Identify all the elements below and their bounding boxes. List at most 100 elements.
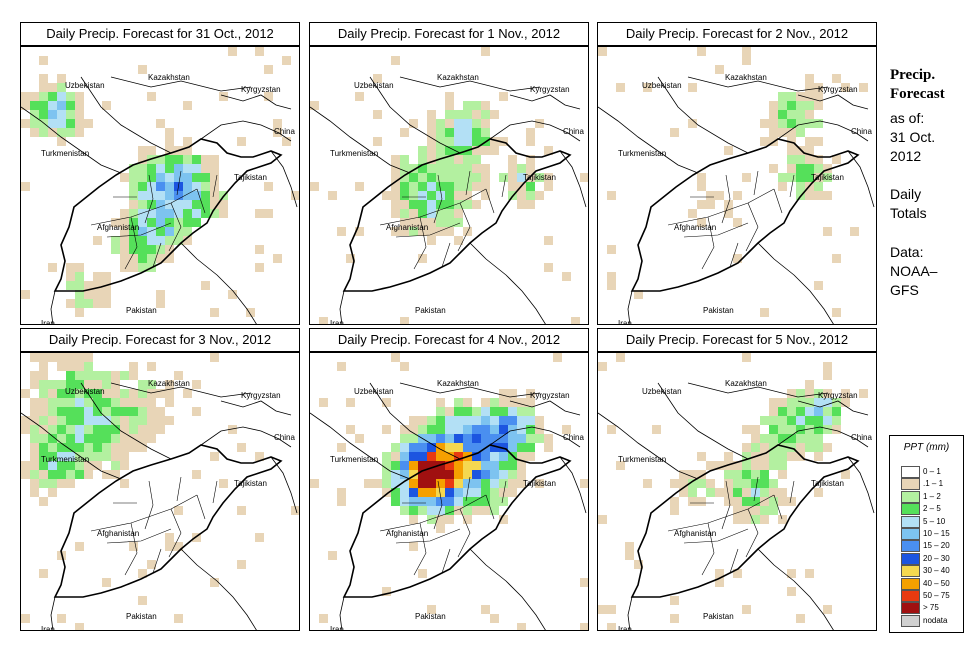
precip-cell <box>156 164 165 173</box>
precip-cell <box>499 407 508 416</box>
country-border-pak <box>469 242 546 324</box>
precip-cell <box>445 407 454 416</box>
precip-cell <box>607 191 616 200</box>
precip-cell <box>21 290 30 299</box>
precip-cell <box>75 380 84 389</box>
precip-cell <box>255 263 264 272</box>
precip-cell <box>219 479 228 488</box>
precip-cell <box>39 452 48 461</box>
country-border-kgz <box>220 94 292 110</box>
precip-cell <box>697 479 706 488</box>
precip-cell <box>30 119 39 128</box>
precip-cell <box>75 443 84 452</box>
precip-cell <box>436 488 445 497</box>
precip-cell <box>805 569 814 578</box>
precip-cell <box>156 119 165 128</box>
map-label-turkmenistan: Turkmenistan <box>330 455 379 464</box>
precip-cell <box>30 443 39 452</box>
precip-cell <box>39 443 48 452</box>
precip-cell <box>427 452 436 461</box>
precip-cell <box>391 479 400 488</box>
map-label-pakistan: Pakistan <box>126 612 157 621</box>
precip-cell <box>472 164 481 173</box>
precip-cell <box>48 110 57 119</box>
precip-cell <box>769 488 778 497</box>
precip-map-svg <box>21 47 299 324</box>
precip-cell <box>84 362 93 371</box>
precip-cell <box>102 299 111 308</box>
precip-cell <box>724 470 733 479</box>
precip-cell <box>192 164 201 173</box>
precip-cell <box>201 191 210 200</box>
precip-cell <box>391 488 400 497</box>
precip-cell <box>328 551 337 560</box>
precip-cell <box>400 209 409 218</box>
precip-cell <box>66 452 75 461</box>
country-border-irn <box>627 290 633 324</box>
map-label-iran: Iran <box>41 319 55 325</box>
precip-cell <box>445 128 454 137</box>
precip-cell <box>751 479 760 488</box>
precip-cell <box>183 146 192 155</box>
precip-cell <box>183 101 192 110</box>
precip-cell <box>418 200 427 209</box>
precip-cell <box>418 155 427 164</box>
precip-cell <box>823 164 832 173</box>
precip-cell <box>75 470 84 479</box>
precip-cell <box>490 398 499 407</box>
precip-cell <box>463 398 472 407</box>
precip-cell <box>841 470 850 479</box>
precip-cell <box>859 389 868 398</box>
precip-cell <box>138 164 147 173</box>
precip-cell <box>472 155 481 164</box>
precip-cell <box>526 416 535 425</box>
precip-cell <box>490 614 499 623</box>
panel-title: Daily Precip. Forecast for 5 Nov., 2012 <box>597 328 877 352</box>
precip-cell <box>715 488 724 497</box>
precip-cell <box>454 398 463 407</box>
precip-cell <box>598 515 607 524</box>
precip-cell <box>787 443 796 452</box>
precip-cell <box>93 272 102 281</box>
precip-cell <box>111 245 120 254</box>
precip-cell <box>472 443 481 452</box>
precip-cell <box>391 182 400 191</box>
precip-cell <box>138 155 147 164</box>
precip-cell <box>463 119 472 128</box>
precip-cell <box>391 497 400 506</box>
country-border-tkm <box>21 106 122 174</box>
precip-cell <box>409 191 418 200</box>
legend-label: 10 – 15 <box>923 529 950 538</box>
precip-cell <box>138 65 147 74</box>
precip-cell <box>84 434 93 443</box>
precip-cell <box>156 290 165 299</box>
precip-cell <box>310 101 319 110</box>
precip-cell <box>93 290 102 299</box>
precip-cell <box>400 173 409 182</box>
precip-cell <box>391 470 400 479</box>
precip-cell <box>120 479 129 488</box>
precip-cell <box>39 389 48 398</box>
precip-cell <box>427 200 436 209</box>
precip-cell <box>237 560 246 569</box>
precip-map-svg <box>21 353 299 630</box>
legend-label: 1 – 2 <box>923 491 941 501</box>
precip-cell <box>156 389 165 398</box>
precip-cell <box>769 452 778 461</box>
precip-cell <box>147 398 156 407</box>
precip-cell <box>481 398 490 407</box>
precip-cell <box>138 569 147 578</box>
precip-cell <box>111 398 120 407</box>
precip-cell <box>418 218 427 227</box>
map-label-kazakhstan: Kazakhstan <box>725 379 767 388</box>
precip-cell <box>481 173 490 182</box>
precip-cell <box>66 470 75 479</box>
precip-cell <box>57 74 66 83</box>
precip-cell <box>787 452 796 461</box>
precip-cell <box>481 461 490 470</box>
country-border-tjk <box>489 426 581 448</box>
precip-cell <box>373 74 382 83</box>
precip-cell <box>409 506 418 515</box>
precip-cell <box>490 497 499 506</box>
map-label-iran: Iran <box>618 625 632 631</box>
